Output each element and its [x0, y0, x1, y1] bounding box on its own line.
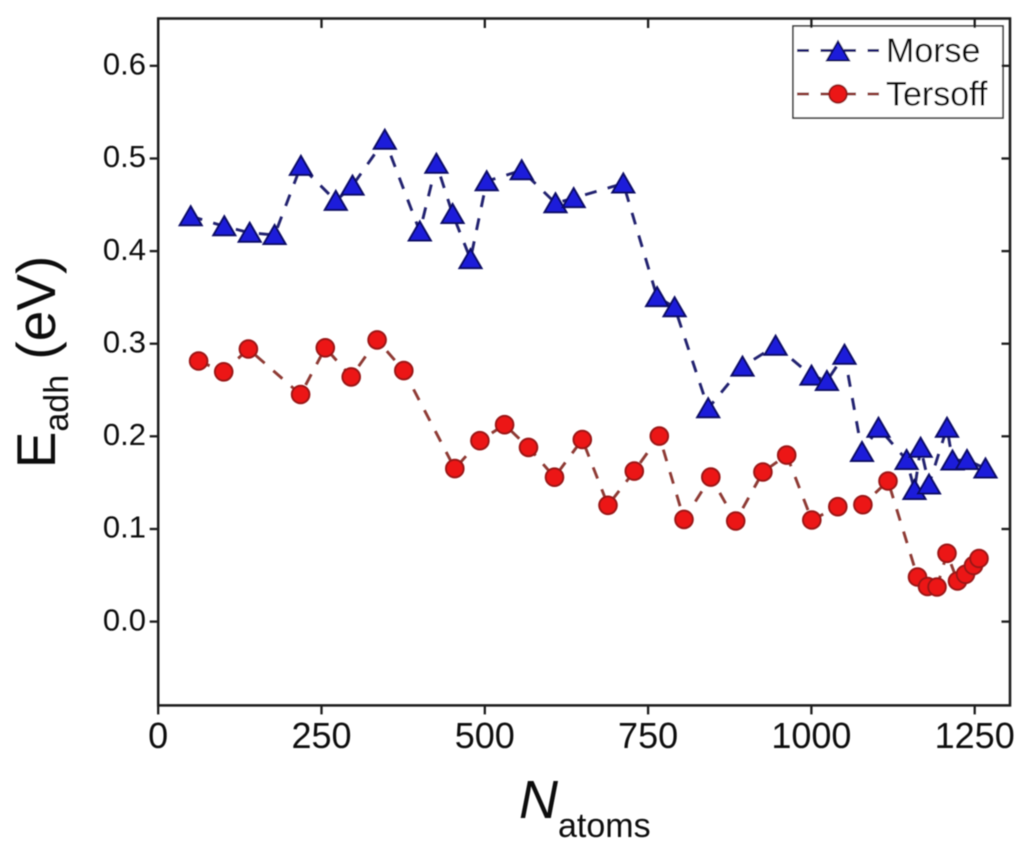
svg-text:0.6: 0.6 — [103, 47, 146, 82]
svg-text:Natoms: Natoms — [519, 770, 651, 845]
svg-text:Morse: Morse — [886, 32, 980, 70]
svg-text:0.5: 0.5 — [103, 139, 146, 174]
svg-text:0.4: 0.4 — [103, 232, 146, 267]
svg-text:0: 0 — [148, 715, 168, 756]
svg-text:0.3: 0.3 — [103, 324, 146, 359]
svg-text:0.0: 0.0 — [103, 602, 146, 637]
svg-text:0.2: 0.2 — [103, 417, 146, 452]
svg-text:250: 250 — [291, 715, 351, 756]
svg-text:0.1: 0.1 — [103, 510, 146, 545]
svg-text:Tersoff: Tersoff — [886, 76, 988, 114]
svg-text:1250: 1250 — [935, 715, 1015, 756]
svg-text:Eadh (eV): Eadh (eV) — [5, 256, 76, 469]
svg-text:1000: 1000 — [771, 715, 851, 756]
svg-text:500: 500 — [455, 715, 515, 756]
svg-text:750: 750 — [618, 715, 678, 756]
